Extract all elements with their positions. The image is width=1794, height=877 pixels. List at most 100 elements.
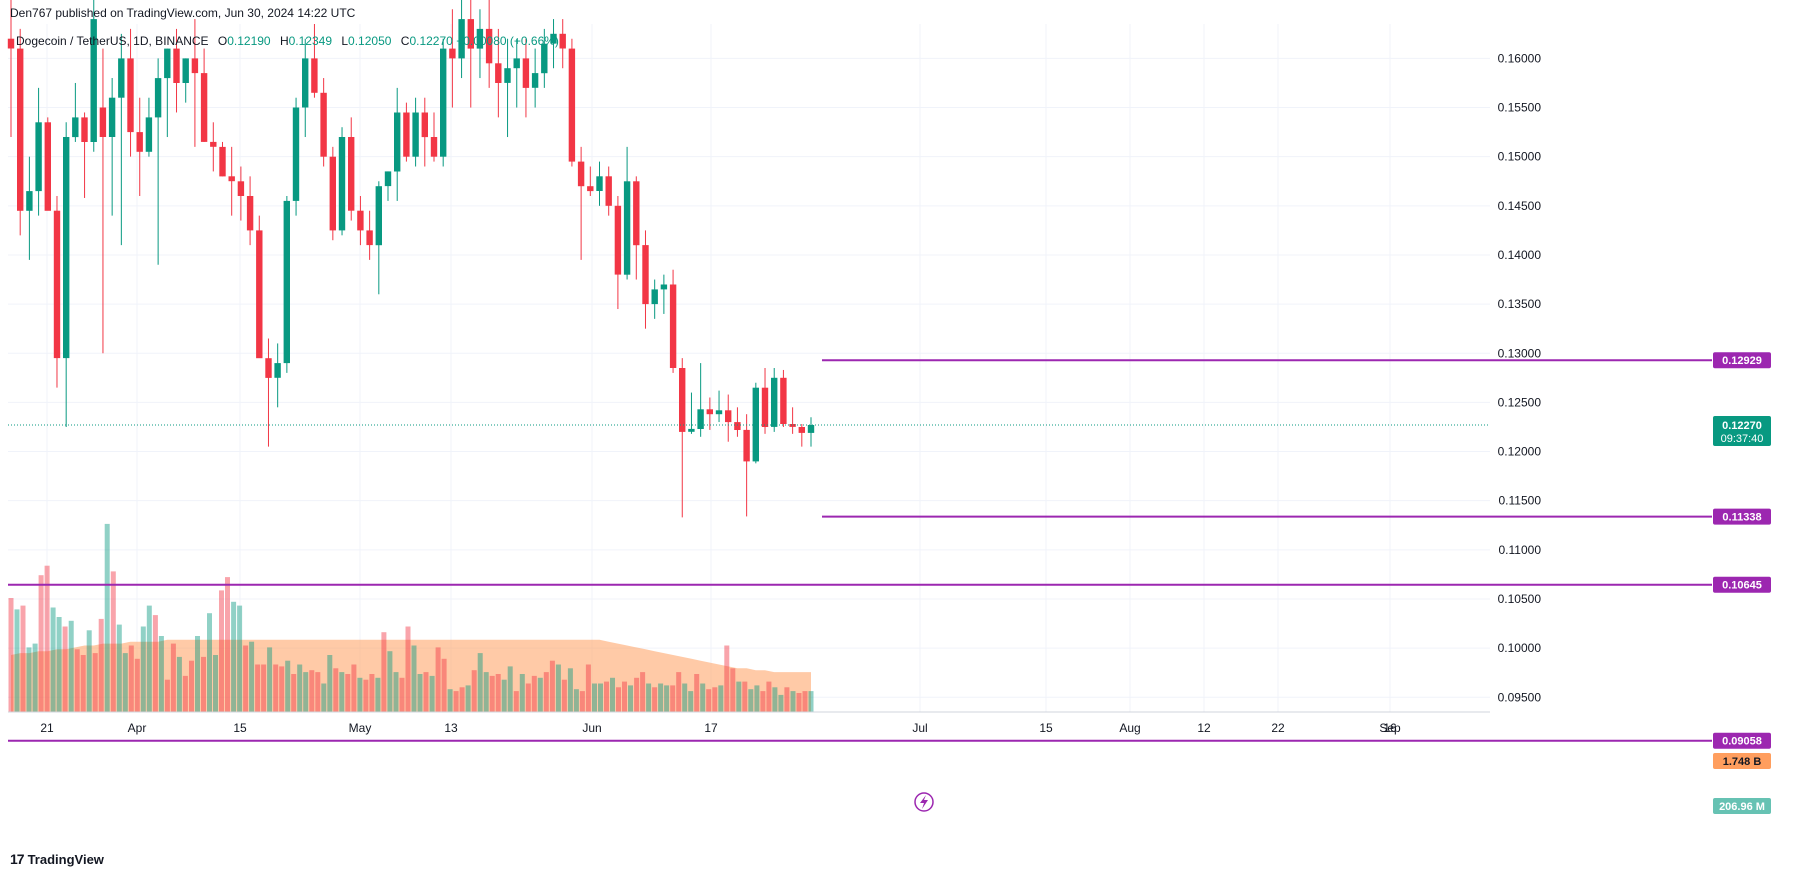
candle-body — [679, 368, 686, 432]
volume-bar — [592, 683, 597, 712]
candle-body — [495, 63, 502, 83]
candle-body — [761, 387, 769, 427]
volume-tag — [1713, 798, 1771, 814]
candle-body — [53, 210, 61, 359]
candle-body — [421, 112, 428, 138]
candle-body — [72, 117, 79, 138]
candle-body — [366, 230, 373, 246]
candle-body — [559, 33, 566, 49]
tradingview-footer[interactable]: 17 TradingView — [10, 851, 104, 867]
volume-bar — [170, 643, 176, 712]
publisher-line: Den767 published on TradingView.com, Jun… — [10, 6, 356, 20]
x-tick-label: 13 — [444, 721, 458, 735]
volume-bar — [622, 681, 627, 712]
current-price-label: 0.12270 — [1722, 420, 1762, 432]
candle-body — [467, 19, 474, 49]
candle-body — [348, 137, 355, 211]
candle-body — [642, 245, 649, 305]
volume-bar — [658, 683, 664, 712]
volume-bar — [766, 681, 772, 712]
volume-bar — [116, 624, 122, 712]
open-value: 0.12190 — [227, 34, 271, 48]
volume-bar — [345, 674, 351, 712]
volume-bar — [579, 691, 585, 712]
volume-bar — [201, 656, 206, 712]
volume-bar — [128, 645, 134, 712]
volume-bar — [640, 672, 646, 712]
tradingview-brand: TradingView — [27, 851, 104, 867]
volume-bar — [327, 655, 333, 712]
volume-bar — [760, 691, 766, 712]
level-tag-label: 0.11338 — [1722, 512, 1761, 524]
volume-bar — [724, 645, 730, 712]
volume-bar — [483, 672, 489, 712]
symbol-name: Dogecoin / TetherUS, 1D, BINANCE — [16, 34, 209, 48]
candle-body — [81, 117, 88, 142]
volume-bar — [423, 672, 429, 712]
volume-bar — [730, 668, 736, 712]
volume-bar — [44, 565, 50, 712]
volume-bar — [339, 672, 345, 712]
countdown-label: 09:37:40 — [1721, 433, 1764, 445]
volume-bar — [808, 691, 814, 712]
volume-bar — [459, 687, 465, 712]
volume-bar — [56, 617, 62, 712]
low-label: L — [341, 34, 349, 48]
y-tick-label: 0.10500 — [1498, 592, 1542, 606]
candle-body — [329, 156, 336, 231]
candle-body — [430, 137, 438, 157]
high-label: H — [279, 34, 289, 48]
volume-bar — [784, 687, 790, 712]
candle-body — [440, 48, 447, 157]
volume-bar — [369, 674, 375, 712]
x-tick-label: Jul — [912, 721, 927, 735]
close-value: 0.12270 — [409, 34, 453, 48]
candle-body — [265, 358, 272, 378]
candle-body — [357, 210, 364, 231]
volume-bar — [652, 687, 658, 712]
volume-bar — [261, 664, 267, 712]
volume-bar — [285, 660, 291, 712]
candle-body — [274, 363, 281, 378]
y-tick-label: 0.13500 — [1498, 297, 1542, 311]
candle-body — [614, 205, 622, 275]
volume-bar — [598, 683, 603, 712]
y-tick-label: 0.13000 — [1498, 346, 1542, 360]
volume-bar — [513, 691, 519, 712]
volume-bar — [700, 683, 706, 712]
volume-bar — [573, 689, 579, 712]
candle-body — [596, 176, 603, 191]
candle-body — [302, 58, 309, 108]
candle-body — [715, 410, 723, 415]
volume-bar — [122, 653, 128, 712]
volume-bar — [567, 668, 573, 712]
volume-bar — [471, 670, 477, 712]
candle-body — [246, 196, 254, 231]
volume-label: 206.96 M — [1719, 801, 1765, 813]
volume-bar — [748, 689, 754, 712]
candle-body — [127, 58, 134, 133]
volume-bar — [140, 626, 146, 712]
candle-body — [522, 58, 530, 88]
candle-body — [550, 33, 557, 44]
volume-bar — [297, 664, 303, 712]
candle-body — [789, 424, 796, 427]
volume-pane — [8, 523, 814, 712]
candle-body — [145, 117, 153, 152]
volume-bar — [417, 674, 423, 712]
candle-body — [228, 176, 235, 182]
volume-bar — [754, 685, 760, 712]
y-tick-label: 0.09500 — [1498, 690, 1542, 704]
volume-bar — [333, 668, 339, 712]
x-tick-label: 21 — [40, 721, 54, 735]
volume-bar — [92, 653, 98, 712]
candle-body — [338, 137, 346, 231]
volume-bar — [303, 672, 309, 712]
volume-bar — [158, 636, 164, 712]
volume-bar — [772, 687, 778, 712]
volume-bar — [393, 672, 399, 712]
candle-body — [403, 112, 410, 157]
candle-body — [734, 422, 741, 430]
candle-body — [237, 181, 245, 196]
